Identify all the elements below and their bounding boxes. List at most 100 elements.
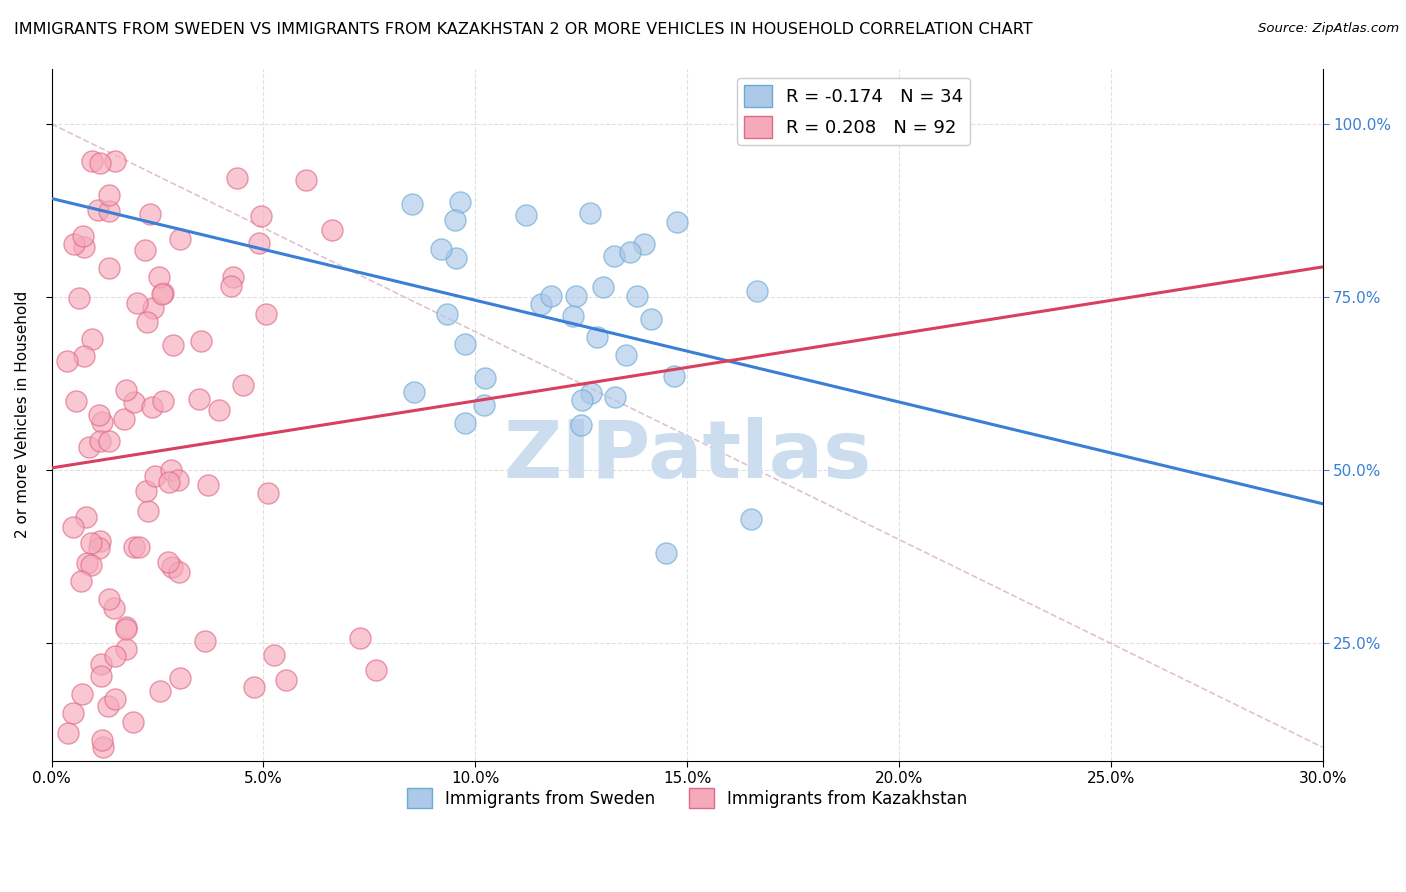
Point <box>257 485 280 500</box>
Point <box>73 349 96 363</box>
Point <box>190 334 212 349</box>
Point <box>401 196 423 211</box>
Point <box>135 483 157 498</box>
Point <box>592 280 614 294</box>
Point <box>72 228 94 243</box>
Point <box>135 315 157 329</box>
Point <box>745 284 768 298</box>
Point <box>530 297 553 311</box>
Point <box>569 417 592 432</box>
Point <box>138 504 160 518</box>
Point <box>430 242 453 256</box>
Point <box>474 371 496 385</box>
Point <box>62 706 84 720</box>
Point <box>366 663 388 677</box>
Point <box>150 287 173 301</box>
Point <box>149 684 172 698</box>
Point <box>65 393 87 408</box>
Point <box>404 384 426 399</box>
Point <box>90 415 112 429</box>
Point <box>86 202 108 217</box>
Point <box>114 412 136 426</box>
Point <box>152 394 174 409</box>
Point <box>740 511 762 525</box>
Point <box>76 556 98 570</box>
Point <box>349 631 371 645</box>
Point <box>104 691 127 706</box>
Point <box>134 243 156 257</box>
Point <box>157 475 180 489</box>
Text: ZIPatlas: ZIPatlas <box>503 417 872 495</box>
Point <box>69 574 91 589</box>
Point <box>104 649 127 664</box>
Point <box>247 236 270 251</box>
Point <box>93 740 115 755</box>
Point <box>62 520 84 534</box>
Point <box>114 622 136 636</box>
Point <box>169 671 191 685</box>
Point <box>77 441 100 455</box>
Point <box>619 244 641 259</box>
Point <box>263 648 285 662</box>
Point <box>294 173 316 187</box>
Point <box>626 289 648 303</box>
Point <box>143 469 166 483</box>
Point <box>436 307 458 321</box>
Point <box>89 434 111 448</box>
Point <box>141 401 163 415</box>
Point <box>665 215 688 229</box>
Point <box>578 205 600 219</box>
Point <box>80 558 103 573</box>
Point <box>614 348 637 362</box>
Point <box>56 353 79 368</box>
Point <box>194 634 217 648</box>
Point <box>640 311 662 326</box>
Point <box>80 536 103 550</box>
Point <box>122 395 145 409</box>
Point <box>169 232 191 246</box>
Point <box>159 463 181 477</box>
Point <box>128 540 150 554</box>
Point <box>148 269 170 284</box>
Point <box>449 195 471 210</box>
Y-axis label: 2 or more Vehicles in Household: 2 or more Vehicles in Household <box>15 291 30 539</box>
Point <box>80 153 103 168</box>
Point <box>664 369 686 384</box>
Point <box>97 260 120 275</box>
Point <box>122 540 145 554</box>
Point <box>142 301 165 315</box>
Point <box>586 330 609 344</box>
Point <box>472 398 495 412</box>
Point <box>103 601 125 615</box>
Point <box>82 332 104 346</box>
Point <box>208 402 231 417</box>
Point <box>562 309 585 323</box>
Point <box>243 681 266 695</box>
Point <box>98 434 121 448</box>
Point <box>454 416 477 430</box>
Point <box>655 546 678 560</box>
Point <box>91 733 114 747</box>
Point <box>226 171 249 186</box>
Point <box>515 208 537 222</box>
Point <box>121 714 143 729</box>
Point <box>167 565 190 579</box>
Point <box>602 249 624 263</box>
Point <box>633 236 655 251</box>
Point <box>67 292 90 306</box>
Point <box>97 699 120 714</box>
Point <box>115 619 138 633</box>
Point <box>276 673 298 687</box>
Point <box>444 212 467 227</box>
Point <box>73 240 96 254</box>
Point <box>162 337 184 351</box>
Point <box>98 203 121 218</box>
Point <box>454 337 477 351</box>
Point <box>75 509 97 524</box>
Point <box>127 296 149 310</box>
Point <box>87 541 110 556</box>
Point <box>152 285 174 300</box>
Point <box>219 278 242 293</box>
Point <box>321 223 343 237</box>
Point <box>232 378 254 392</box>
